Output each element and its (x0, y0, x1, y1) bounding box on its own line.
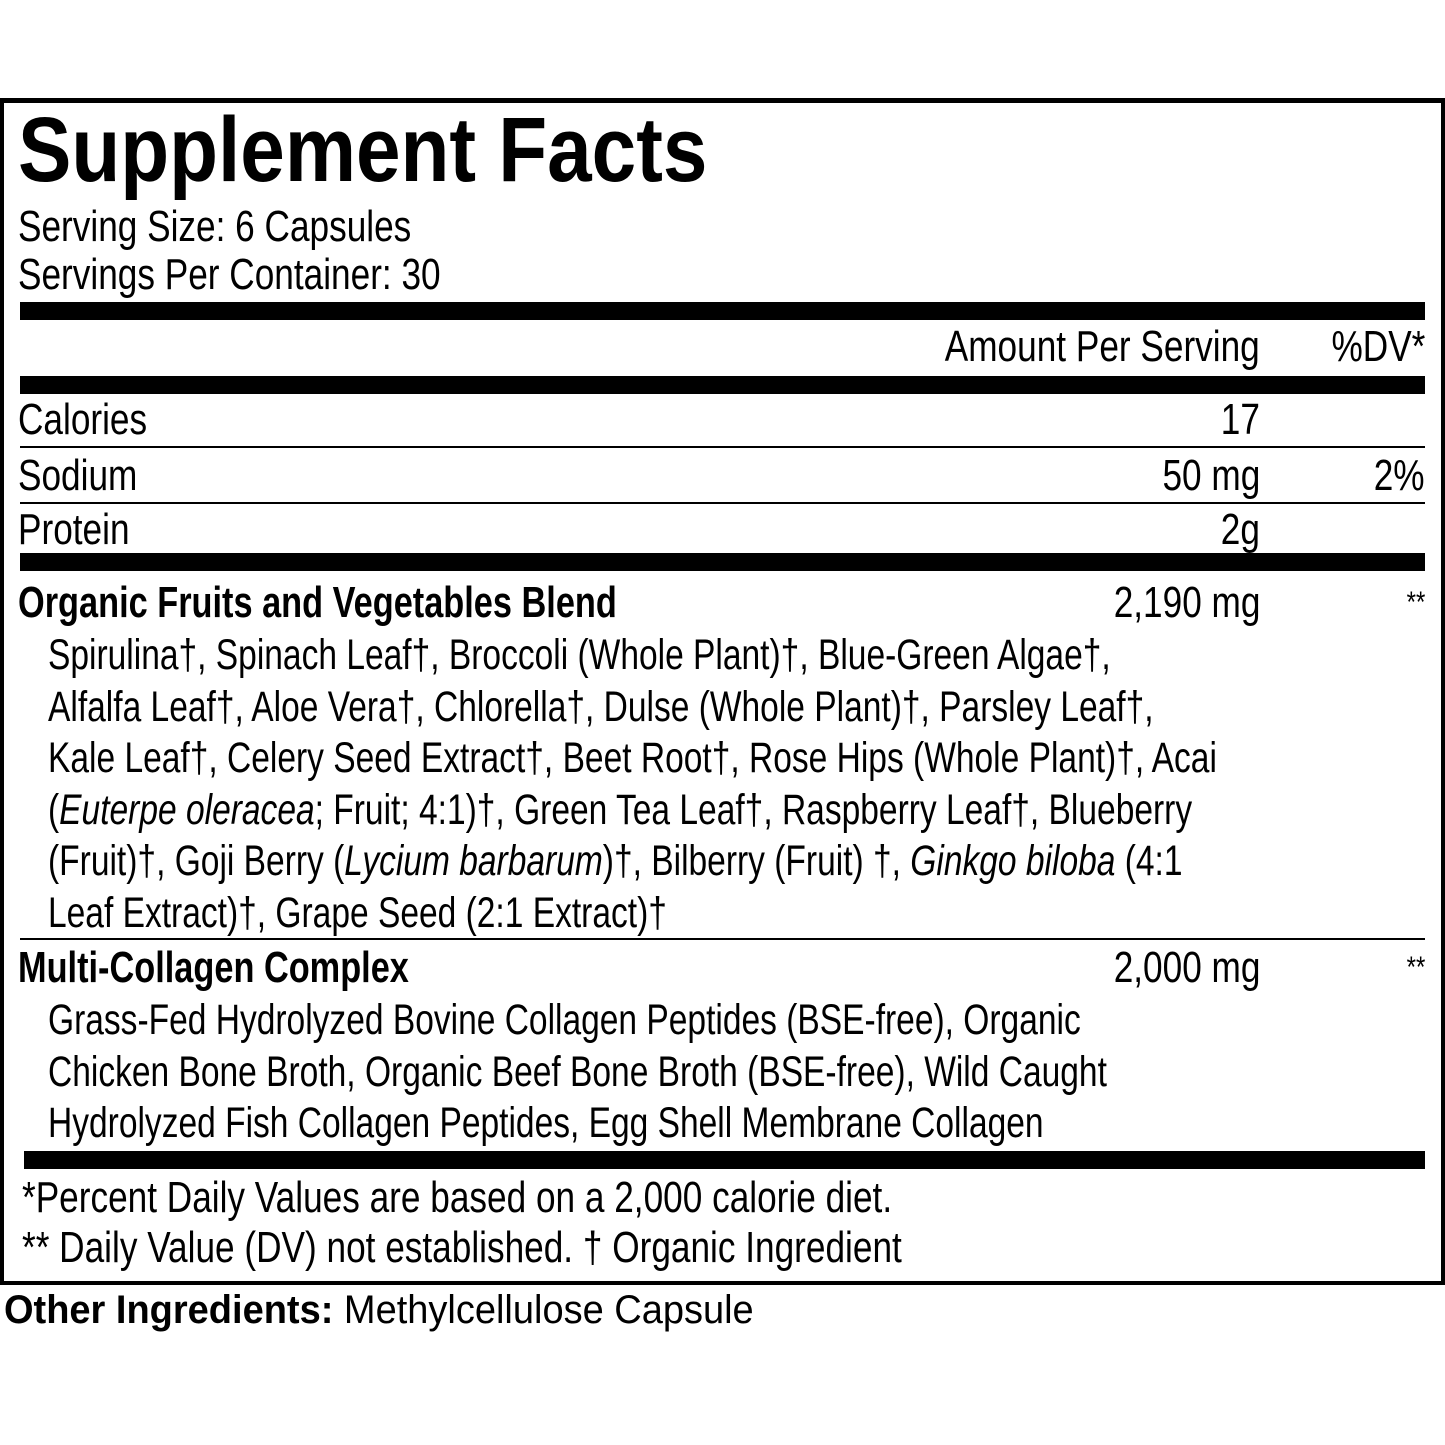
divider-thin (20, 502, 1425, 504)
supplement-facts-panel (0, 98, 1445, 1285)
ingredient-line: Hydrolyzed Fish Collagen Peptides, Egg S… (48, 1098, 1324, 1148)
other-ingredients: Other Ingredients: Methylcellulose Capsu… (4, 1285, 793, 1335)
dv-header: %DV* (1331, 322, 1425, 371)
blend-amount: 2,000 mg (1113, 943, 1260, 992)
blend-dv: ** (1406, 951, 1425, 984)
panel-title: Supplement Facts (18, 99, 708, 201)
ingredient-line: (Euterpe oleracea; Fruit; 4:1)†, Green T… (48, 785, 1445, 835)
divider-thick (20, 553, 1425, 571)
ingredient-text: Alfalfa Leaf†, Aloe Vera†, Chlorella†, D… (48, 682, 1154, 731)
blend-amount: 2,190 mg (1113, 578, 1260, 627)
ingredient-line: Alfalfa Leaf†, Aloe Vera†, Chlorella†, D… (48, 682, 1445, 732)
blend-name: Organic Fruits and Vegetables Blend (18, 578, 617, 627)
ingredient-line: Grass-Fed Hydrolyzed Bovine Collagen Pep… (48, 995, 1372, 1045)
ingredient-text: Ginkgo biloba (910, 837, 1116, 885)
other-ingredients-value: Methylcellulose Capsule (333, 1288, 754, 1332)
nutrient-name: Protein (18, 505, 130, 554)
divider-thick (20, 376, 1425, 394)
ingredient-text: Hydrolyzed Fish Collagen Peptides, Egg S… (48, 1099, 1044, 1147)
other-ingredients-label: Other Ingredients: (4, 1288, 334, 1332)
divider-thick (24, 1151, 1425, 1169)
ingredient-text: Kale Leaf†, Celery Seed Extract†, Beet R… (48, 734, 1217, 782)
nutrient-name: Sodium (18, 451, 138, 500)
ingredient-line: Leaf Extract)†, Grape Seed (2:1 Extract)… (48, 888, 841, 938)
footnote-organic: ** Daily Value (DV) not established. † O… (22, 1223, 902, 1272)
ingredient-line: Kale Leaf†, Celery Seed Extract†, Beet R… (48, 733, 1445, 783)
divider-thin (20, 938, 1425, 940)
ingredient-text: Leaf Extract)†, Grape Seed (2:1 Extract)… (48, 888, 667, 937)
ingredient-text: ; Fruit; 4:1)†, Green Tea Leaf†, Raspber… (314, 785, 1193, 834)
ingredient-text: ( (48, 785, 60, 834)
ingredient-text: Grass-Fed Hydrolyzed Bovine Collagen Pep… (48, 996, 1081, 1044)
serving-size: Serving Size: 6 Capsules (18, 202, 412, 251)
ingredient-text: Lycium barbarum (344, 837, 603, 885)
ingredient-text: )†, Bilberry (Fruit) †, (602, 837, 911, 885)
ingredient-text: Euterpe oleracea (59, 785, 315, 834)
ingredient-text: Spirulina†, Spinach Leaf†, Broccoli (Who… (48, 631, 1111, 679)
amount-per-serving-header: Amount Per Serving (945, 322, 1260, 371)
blend-name: Multi-Collagen Complex (18, 943, 409, 992)
nutrient-name: Calories (18, 395, 148, 444)
blend-dv: ** (1406, 586, 1425, 619)
nutrient-amount: 17 (1220, 395, 1260, 444)
nutrient-dv: 2% (1374, 451, 1425, 500)
nutrient-amount: 2g (1220, 505, 1260, 554)
footnote-dv: *Percent Daily Values are based on a 2,0… (22, 1173, 893, 1222)
ingredient-line: (Fruit)†, Goji Berry (Lycium barbarum)†,… (48, 836, 1445, 886)
ingredient-text: (4:1 (1115, 837, 1183, 885)
nutrient-amount: 50 mg (1162, 451, 1260, 500)
ingredient-line: Chicken Bone Broth, Organic Beef Bone Br… (48, 1047, 1406, 1097)
ingredient-text: (Fruit)†, Goji Berry ( (48, 837, 345, 885)
divider-thick (20, 302, 1425, 320)
divider-thin (20, 446, 1425, 448)
ingredient-text: Chicken Bone Broth, Organic Beef Bone Br… (48, 1047, 1107, 1096)
servings-per-container: Servings Per Container: 30 (18, 250, 441, 299)
ingredient-line: Spirulina†, Spinach Leaf†, Broccoli (Who… (48, 630, 1410, 680)
